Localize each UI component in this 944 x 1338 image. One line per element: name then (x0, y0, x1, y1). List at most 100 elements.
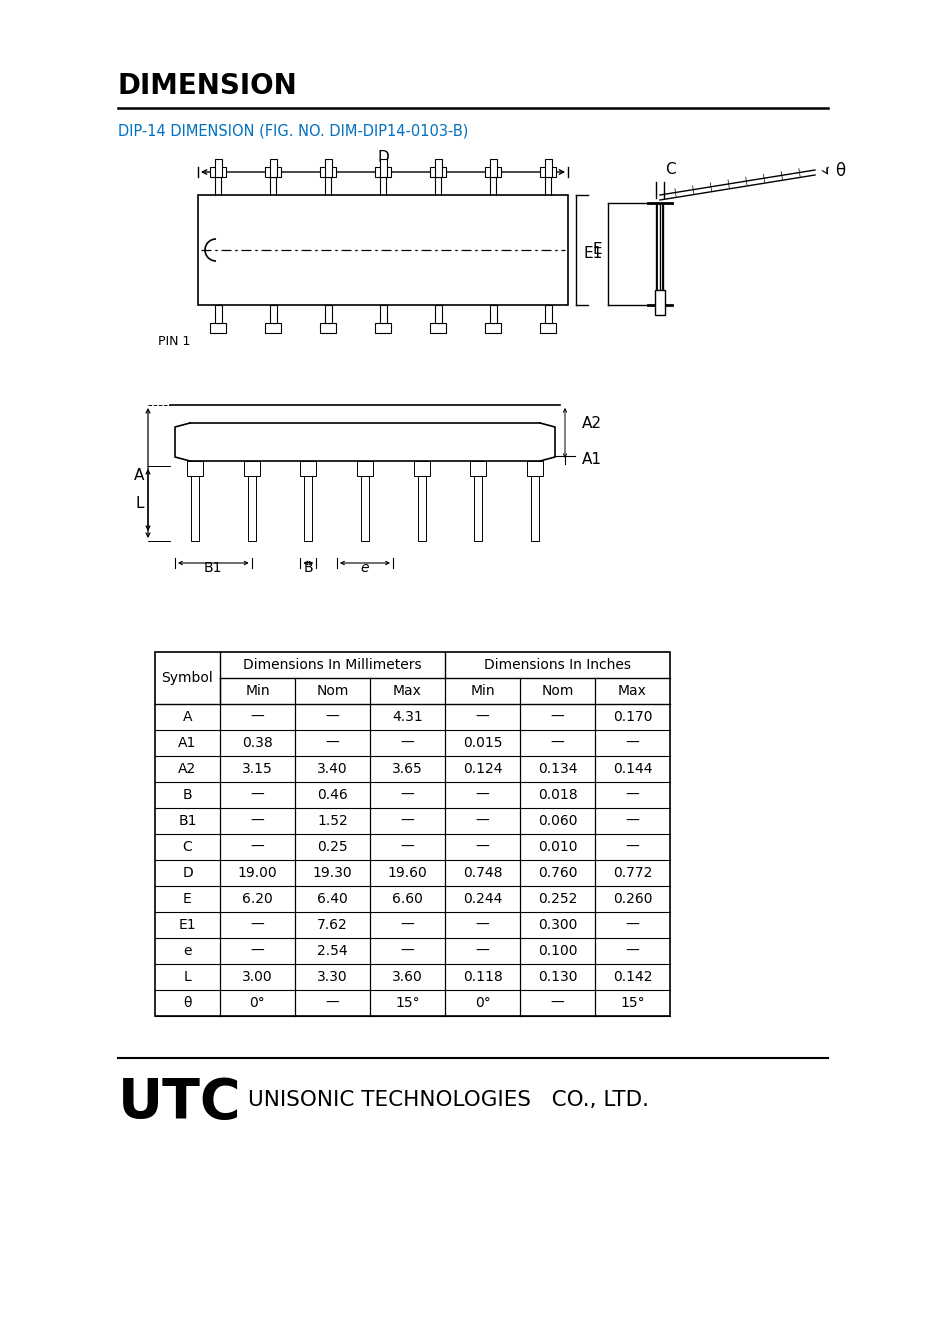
Text: —: — (475, 918, 489, 933)
Text: 7.62: 7.62 (317, 918, 347, 933)
Text: 0.018: 0.018 (537, 788, 577, 801)
Bar (361, 476, 368, 541)
Text: Max: Max (617, 684, 647, 698)
Text: —: — (475, 788, 489, 801)
Text: —: — (250, 918, 264, 933)
Text: 0.772: 0.772 (612, 866, 651, 880)
Bar (375, 167, 391, 177)
Bar (490, 159, 497, 177)
Text: E1: E1 (178, 918, 196, 933)
Text: 0.118: 0.118 (463, 970, 502, 983)
Text: 0°: 0° (474, 995, 490, 1010)
Text: 0.46: 0.46 (317, 788, 347, 801)
Text: 0.124: 0.124 (463, 763, 501, 776)
Text: —: — (400, 840, 413, 854)
Bar (434, 305, 442, 322)
Text: 19.30: 19.30 (312, 866, 352, 880)
Text: —: — (250, 710, 264, 724)
Bar (191, 476, 199, 541)
Text: —: — (475, 814, 489, 828)
Bar (270, 159, 277, 177)
Text: e: e (183, 945, 192, 958)
Bar (527, 462, 543, 476)
Text: E: E (591, 242, 601, 257)
Bar (210, 167, 226, 177)
Bar (484, 167, 500, 177)
Text: 0.134: 0.134 (537, 763, 577, 776)
Bar (539, 322, 555, 333)
Text: Min: Min (244, 684, 270, 698)
Text: 0.100: 0.100 (537, 945, 577, 958)
Text: 2.54: 2.54 (317, 945, 347, 958)
Text: Nom: Nom (316, 684, 348, 698)
Bar (545, 159, 551, 177)
Text: A1: A1 (582, 451, 601, 467)
Bar (304, 476, 312, 541)
Text: 0.38: 0.38 (242, 736, 273, 751)
Text: E1: E1 (583, 246, 602, 261)
Bar (198, 195, 567, 305)
Text: A: A (133, 467, 143, 483)
Text: DIMENSION: DIMENSION (118, 72, 297, 100)
Text: 6.20: 6.20 (242, 892, 273, 906)
Text: 3.40: 3.40 (317, 763, 347, 776)
Text: —: — (550, 736, 564, 751)
Text: 0.130: 0.130 (537, 970, 577, 983)
Bar (417, 476, 425, 541)
Bar (474, 476, 481, 541)
Text: —: — (400, 788, 413, 801)
Text: 15°: 15° (619, 995, 644, 1010)
Bar (379, 305, 387, 322)
Text: 15°: 15° (395, 995, 419, 1010)
Bar (215, 159, 222, 177)
Bar (320, 167, 336, 177)
Bar (379, 159, 387, 177)
Text: A1: A1 (178, 736, 196, 751)
Text: —: — (400, 814, 413, 828)
Text: 0.25: 0.25 (317, 840, 347, 854)
Bar (357, 462, 373, 476)
Bar (531, 476, 538, 541)
Bar (155, 652, 669, 1016)
Text: L: L (183, 970, 192, 983)
Bar (270, 305, 277, 322)
Text: 0.260: 0.260 (612, 892, 651, 906)
Bar (413, 462, 430, 476)
Text: DIP-14 DIMENSION (FIG. NO. DIM-DIP14-0103-B): DIP-14 DIMENSION (FIG. NO. DIM-DIP14-010… (118, 123, 468, 138)
Bar (215, 305, 222, 322)
Text: Nom: Nom (541, 684, 573, 698)
Text: —: — (550, 995, 564, 1010)
Bar (300, 462, 316, 476)
Bar (264, 322, 280, 333)
Text: 0.142: 0.142 (612, 970, 651, 983)
Text: 4.31: 4.31 (392, 710, 422, 724)
Text: —: — (326, 995, 339, 1010)
Text: UTC: UTC (118, 1076, 242, 1131)
Text: 0.060: 0.060 (537, 814, 577, 828)
Text: —: — (250, 840, 264, 854)
Text: —: — (625, 814, 639, 828)
Text: 0.252: 0.252 (537, 892, 577, 906)
Bar (430, 322, 446, 333)
Bar (264, 167, 280, 177)
Text: 19.00: 19.00 (238, 866, 277, 880)
Text: —: — (625, 945, 639, 958)
Bar (210, 322, 226, 333)
Text: Dimensions In Millimeters: Dimensions In Millimeters (243, 658, 421, 672)
Text: —: — (400, 736, 413, 751)
Text: —: — (250, 814, 264, 828)
Text: 0.244: 0.244 (463, 892, 501, 906)
Bar (244, 462, 260, 476)
Text: B1: B1 (204, 561, 223, 575)
Text: —: — (625, 918, 639, 933)
Text: 6.40: 6.40 (317, 892, 347, 906)
Text: —: — (250, 945, 264, 958)
Text: —: — (400, 945, 413, 958)
Text: PIN 1: PIN 1 (158, 334, 190, 348)
Text: 3.60: 3.60 (392, 970, 422, 983)
Bar (325, 159, 331, 177)
Text: 0.760: 0.760 (537, 866, 577, 880)
Text: A: A (182, 710, 192, 724)
Bar (484, 322, 500, 333)
Bar (490, 305, 497, 322)
